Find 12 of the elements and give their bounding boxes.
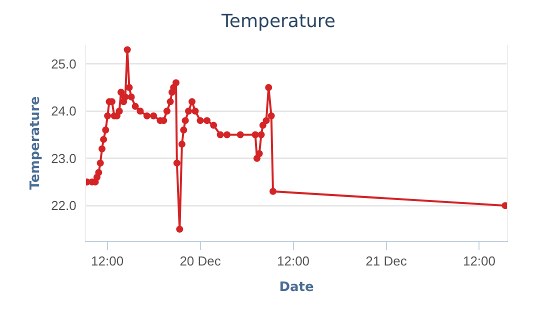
x-tick-label: 12:00: [91, 254, 124, 269]
y-axis-title: Temperature: [28, 96, 44, 190]
x-tick-label: 21 Dec: [366, 254, 408, 269]
x-tick-label: 20 Dec: [180, 254, 222, 269]
chart-title: Temperature: [220, 11, 336, 32]
y-tick-label: 23.0: [51, 150, 76, 166]
y-tick-label: 22.0: [51, 198, 76, 214]
x-tick-label: 12:00: [276, 254, 310, 269]
y-tick-label: 24.0: [51, 104, 76, 119]
x-axis-title: Date: [279, 280, 314, 296]
x-tick-label: 12:00: [462, 254, 496, 269]
y-tick-label: 25.0: [51, 56, 76, 72]
